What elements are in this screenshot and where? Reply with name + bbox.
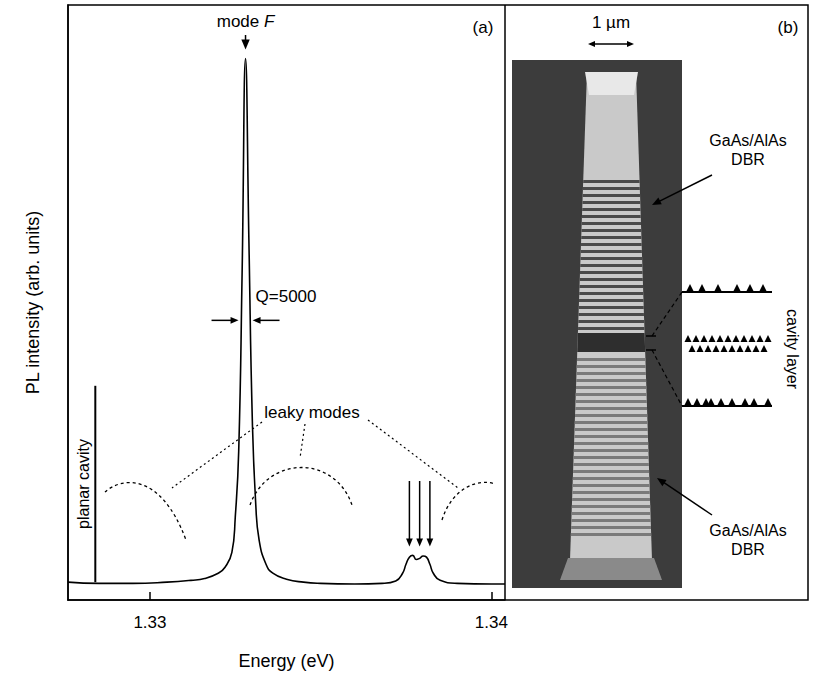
svg-text:Q=5000: Q=5000: [256, 287, 317, 306]
svg-text:1.33: 1.33: [133, 613, 166, 632]
svg-text:F: F: [264, 12, 276, 31]
svg-text:Energy (eV): Energy (eV): [238, 651, 334, 671]
svg-text:(b): (b): [778, 18, 799, 37]
svg-text:planar cavity: planar cavity: [75, 439, 92, 529]
svg-text:DBR: DBR: [731, 541, 765, 558]
svg-text:GaAs/AlAs: GaAs/AlAs: [709, 522, 786, 539]
svg-text:DBR: DBR: [731, 151, 765, 168]
svg-text:leaky modes: leaky modes: [264, 403, 359, 422]
svg-text:(a): (a): [473, 18, 494, 37]
svg-text:1 µm: 1 µm: [592, 13, 630, 32]
svg-text:GaAs/AlAs: GaAs/AlAs: [709, 132, 786, 149]
svg-text:1.34: 1.34: [475, 613, 508, 632]
svg-text:PL intensity (arb. units): PL intensity (arb. units): [23, 211, 43, 394]
svg-text:cavity layer: cavity layer: [784, 309, 801, 390]
svg-text:mode: mode: [217, 12, 264, 31]
